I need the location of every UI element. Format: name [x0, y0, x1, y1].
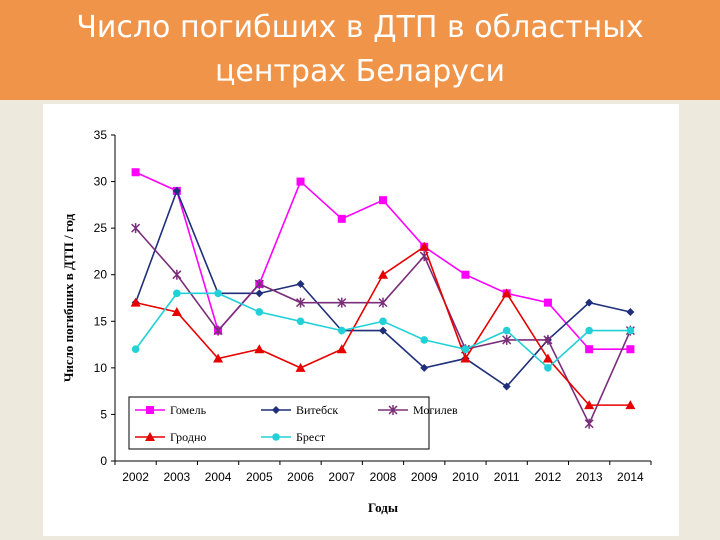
y-tick-label: 25 — [94, 221, 108, 235]
series-4-point — [254, 344, 265, 354]
series-2-point — [626, 307, 635, 316]
slide-title-line-2: центрах Беларуси — [214, 54, 506, 89]
legend-label: Брест — [296, 430, 326, 444]
legend-box — [128, 396, 430, 450]
y-tick-label: 20 — [94, 268, 108, 282]
legend-swatch-marker — [388, 405, 398, 415]
x-tick-label: 2014 — [617, 470, 644, 484]
series-1-point — [585, 345, 594, 354]
series-3-point — [337, 297, 347, 308]
series-3-point — [172, 269, 182, 280]
series-5-point — [544, 364, 552, 372]
x-tick-label: 2002 — [122, 470, 149, 484]
series-2-point — [255, 289, 264, 298]
slide-title-line-1: Число погибших в ДТП в областных — [76, 10, 644, 45]
legend-label: Гомель — [170, 403, 207, 417]
series-4-point — [542, 353, 553, 363]
series-3-point — [543, 334, 553, 345]
series-5-point — [296, 317, 305, 326]
series-1-point — [543, 298, 552, 307]
series-3-point — [131, 223, 141, 234]
series-5-point — [461, 345, 470, 354]
series-1-point — [337, 214, 346, 223]
series-4-point — [625, 400, 636, 410]
series-5-point — [626, 326, 635, 335]
series-4-point — [378, 269, 388, 279]
chart-panel: 0 5 10 15 20 25 30 35 2002 2003 2004 2005 2006 2007 20… — [43, 104, 679, 536]
slide-title: Число погибших в ДТП в областных центрах… — [0, 6, 720, 94]
series-1-point — [296, 177, 305, 186]
series-5-point — [420, 336, 429, 344]
x-tick-label: 2003 — [163, 470, 190, 484]
y-tick-label: 10 — [94, 361, 108, 375]
y-axis-label: Число погибших в ДТП / год — [61, 213, 76, 382]
x-tick-label: 2004 — [205, 470, 232, 484]
series-5-point — [131, 345, 140, 354]
x-axis-label: Годы — [368, 500, 398, 515]
y-tick-label: 30 — [94, 175, 108, 189]
series-4-point — [584, 400, 595, 410]
series-2-point — [296, 280, 305, 289]
y-tick-label: 5 — [100, 407, 107, 421]
series-2-point — [502, 382, 511, 391]
series-5-point — [337, 326, 346, 335]
series-1-point — [461, 270, 470, 279]
legend-swatch-marker — [146, 406, 154, 414]
y-tick-label: 15 — [94, 314, 108, 328]
y-tick-label: 35 — [94, 128, 108, 142]
x-tick-label: 2013 — [576, 470, 603, 484]
x-tick-label: 2007 — [328, 470, 355, 484]
series-5-point — [379, 317, 387, 326]
x-tick-label: 2006 — [287, 470, 314, 484]
x-tick-label: 2009 — [411, 470, 438, 484]
series-3-line — [135, 227, 632, 426]
legend-swatch-marker — [272, 406, 280, 414]
series-3-point — [296, 297, 306, 308]
x-tick-label: 2005 — [246, 470, 273, 484]
x-tick-label: 2008 — [370, 470, 397, 484]
series-4-point — [295, 362, 306, 372]
x-tick-label: 2012 — [535, 470, 562, 484]
line-chart: 0 5 10 15 20 25 30 35 2002 2003 2004 2005 2006 2007 20… — [61, 128, 652, 515]
series-4-point — [460, 353, 471, 363]
legend-swatch-marker — [272, 433, 280, 441]
legend-label: Могилев — [413, 403, 458, 417]
title-banner — [0, 0, 720, 100]
series-5-point — [214, 289, 222, 298]
series-4-point — [213, 353, 224, 363]
series-4-point — [171, 306, 182, 316]
series-2-point — [585, 298, 594, 307]
series-4-point — [336, 344, 347, 354]
series-1-point — [626, 345, 635, 354]
series-5-point — [502, 326, 511, 335]
series-5-point — [585, 326, 593, 335]
series-1-point — [379, 196, 387, 205]
legend-label: Витебск — [296, 403, 338, 417]
y-tick-label: 0 — [100, 454, 107, 468]
series-4-point — [419, 241, 430, 251]
series-3-point — [213, 325, 223, 336]
x-tick-label: 2011 — [494, 470, 520, 484]
series-2-point — [379, 326, 387, 335]
series-3-point — [378, 297, 388, 308]
series-5-point — [255, 308, 264, 316]
series-2-point — [172, 186, 181, 195]
series-3-point — [502, 334, 512, 345]
series-5-point — [173, 289, 181, 298]
series-2-point — [420, 363, 429, 372]
legend-swatch-marker — [145, 432, 155, 441]
series-4-point — [130, 297, 141, 307]
series-3-point — [254, 279, 264, 290]
x-tick-label: 2010 — [452, 470, 479, 484]
series-1-point — [131, 168, 140, 177]
legend-label: Гродно — [170, 430, 206, 444]
series-3-point — [584, 418, 594, 429]
series-4-point — [501, 288, 512, 298]
